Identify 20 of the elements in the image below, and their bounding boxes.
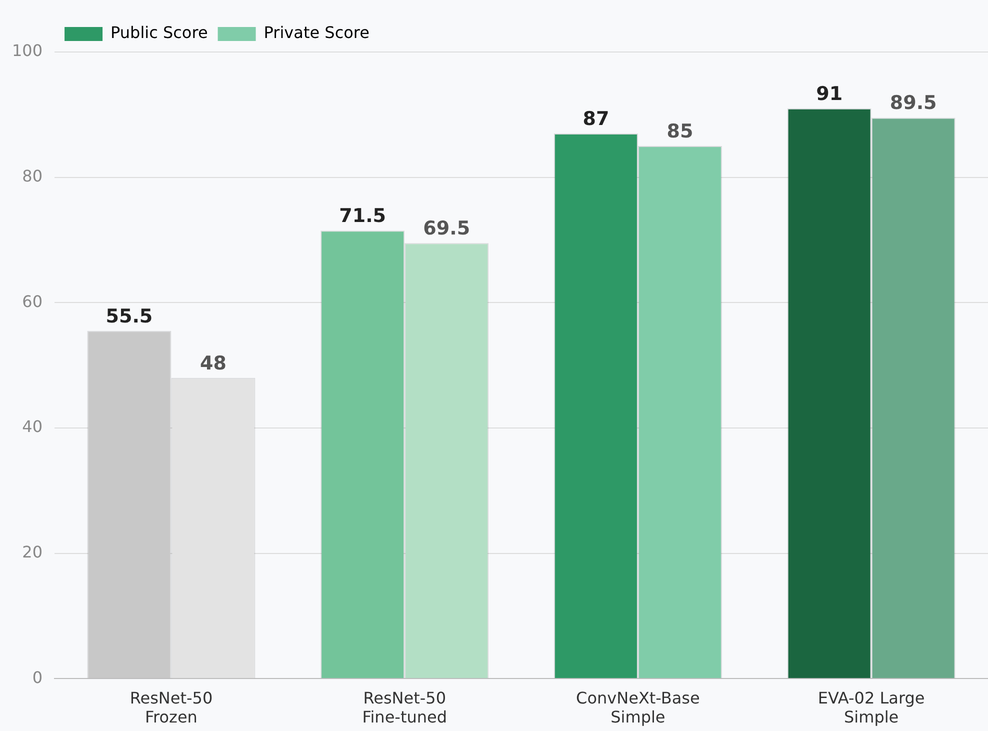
y-tick-label: 80 bbox=[22, 166, 43, 186]
x-tick-label: ResNet-50 Fine-tuned bbox=[362, 688, 447, 727]
y-tick-label: 20 bbox=[22, 542, 43, 562]
data-label: 89.5 bbox=[890, 92, 937, 114]
data-label: 91 bbox=[816, 82, 843, 105]
legend-label: Public Score bbox=[110, 23, 208, 42]
y-tick-label: 0 bbox=[32, 668, 43, 687]
data-label: 48 bbox=[200, 352, 226, 374]
y-tick-label: 60 bbox=[22, 292, 43, 311]
data-label: 85 bbox=[666, 120, 694, 142]
y-tick-label: 40 bbox=[22, 417, 43, 436]
data-label: 71.5 bbox=[339, 205, 386, 228]
x-tick-label: ConvNeXt-Base Simple bbox=[576, 688, 700, 727]
data-label: 87 bbox=[582, 108, 610, 130]
x-tick-label: ResNet-50 Frozen bbox=[130, 688, 213, 727]
legend-label: Private Score bbox=[264, 23, 370, 42]
data-label: 69.5 bbox=[423, 218, 470, 240]
x-tick-label: EVA-02 Large Simple bbox=[818, 688, 925, 727]
y-tick-label: 100 bbox=[12, 41, 43, 60]
data-label: 55.5 bbox=[106, 305, 153, 328]
